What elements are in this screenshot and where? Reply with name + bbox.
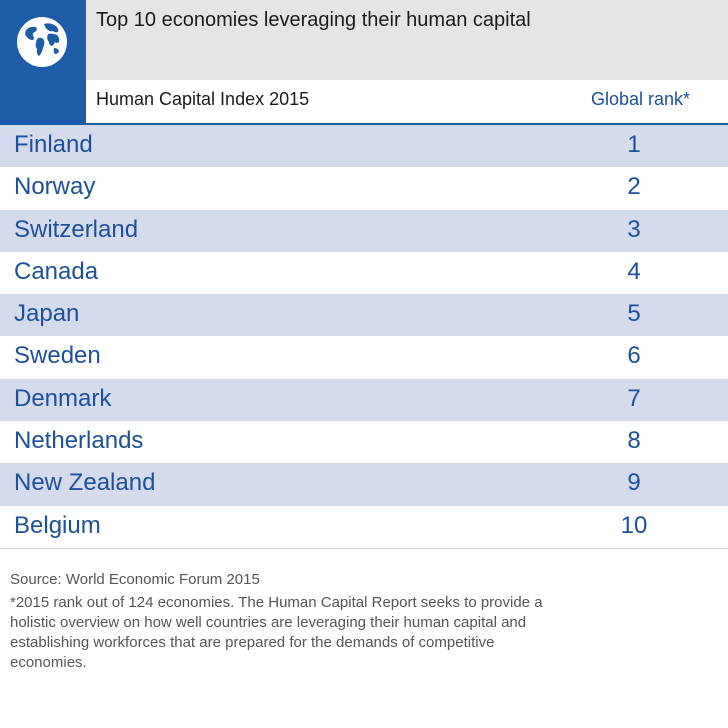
rank-value: 5 — [627, 300, 641, 328]
rank-value: 7 — [627, 384, 641, 412]
rank-value: 2 — [627, 173, 641, 201]
table-row: Belgium 10 — [0, 505, 728, 548]
source-text: Source: World Economic Forum 2015 — [10, 571, 260, 588]
rank-value: 10 — [620, 511, 648, 539]
chart-title: Top 10 economies leveraging their human … — [96, 9, 531, 31]
country-name: Sweden — [14, 342, 101, 370]
globe-icon — [17, 17, 67, 67]
table-row: Norway 2 — [0, 167, 728, 210]
rank-value: 8 — [627, 427, 641, 455]
country-name: Netherlands — [14, 427, 144, 455]
table-row: Switzerland 3 — [0, 209, 728, 252]
table-row: Netherlands 8 — [0, 421, 728, 464]
rank-value: 4 — [627, 257, 641, 285]
country-name: Finland — [14, 131, 93, 158]
table-row: New Zealand 9 — [0, 463, 728, 506]
table-row: Finland 1 — [0, 125, 728, 168]
table-row: Denmark 7 — [0, 378, 728, 422]
footnote-text: *2015 rank out of 124 economies. The Hum… — [10, 594, 543, 671]
index-label: Human Capital Index 2015 — [96, 89, 310, 109]
table-header: Human Capital Index 2015 Global rank* — [86, 80, 728, 123]
rank-column-header: Global rank* — [590, 89, 690, 109]
rank-value: 1 — [627, 131, 641, 158]
table-row: Canada 4 — [0, 251, 728, 295]
country-name: Japan — [14, 300, 80, 328]
country-name: Canada — [14, 257, 99, 285]
country-name: Belgium — [14, 511, 101, 539]
table-row: Sweden 6 — [0, 336, 728, 379]
rank-value: 6 — [627, 342, 641, 370]
rank-value: 9 — [627, 469, 641, 497]
country-name: Switzerland — [14, 215, 139, 243]
country-name: Norway — [14, 173, 96, 201]
rank-value: 3 — [627, 215, 641, 243]
header-bar — [0, 0, 728, 80]
ranking-table: Finland 1 Norway 2 Switzerland 3 Canada 4 Japan 5… — [0, 125, 728, 548]
country-name: Denmark — [14, 384, 112, 412]
header-divider — [0, 123, 728, 125]
table-row: Japan 5 — [0, 294, 728, 337]
logo-panel — [0, 0, 86, 123]
table-bottom-divider — [0, 548, 728, 549]
country-name: New Zealand — [14, 469, 156, 497]
